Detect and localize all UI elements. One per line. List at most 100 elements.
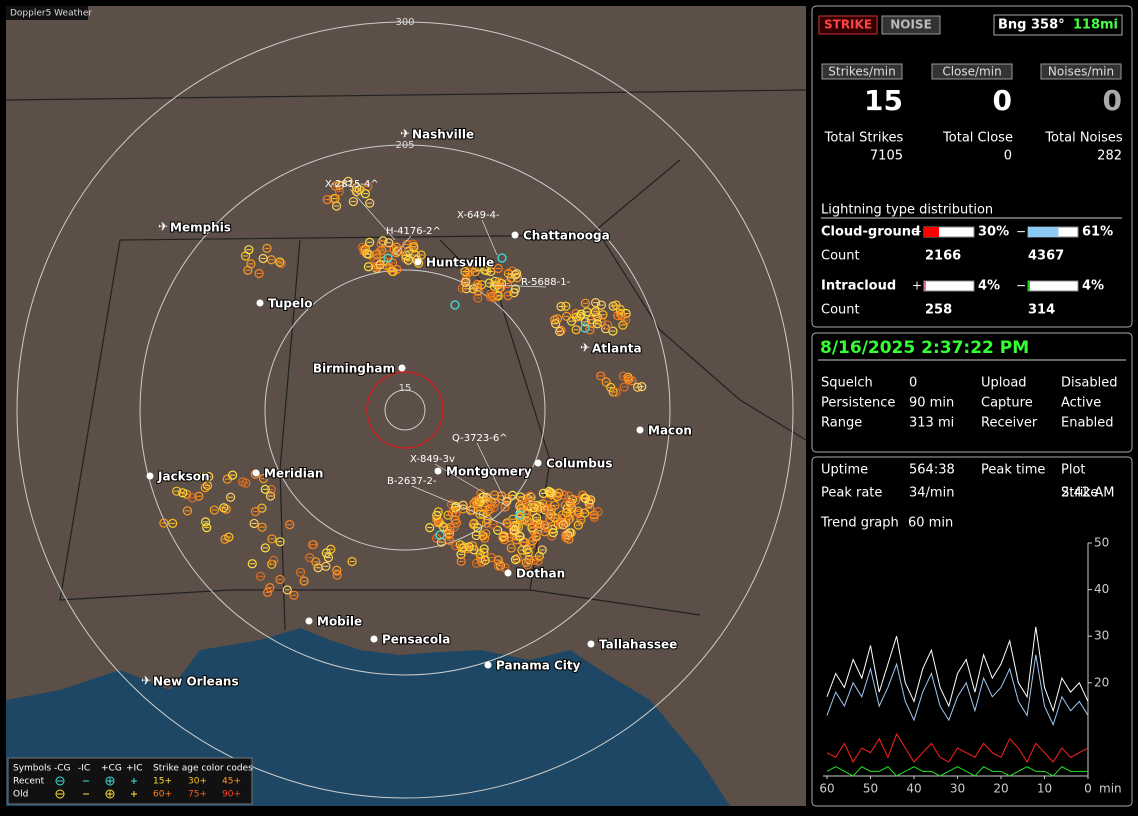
airport-icon: ✈	[141, 674, 151, 688]
strike	[401, 250, 411, 261]
legend-age: 75+	[188, 790, 207, 800]
strike	[178, 488, 188, 498]
strike	[168, 518, 178, 528]
strike	[478, 531, 488, 541]
strike	[194, 491, 204, 501]
strike	[357, 242, 368, 252]
legend-age: 15+	[153, 777, 172, 787]
panel-strike	[811, 5, 1133, 328]
strike	[494, 561, 504, 571]
strike	[391, 248, 402, 258]
city-label: Memphis	[170, 221, 231, 235]
storm-cell-label: R-5688-1-	[521, 277, 571, 288]
strike	[556, 301, 566, 312]
airport-icon: ✈	[400, 127, 410, 141]
strike	[548, 528, 558, 538]
strike	[555, 326, 565, 337]
strike	[473, 262, 483, 272]
strike	[545, 511, 555, 521]
strike	[458, 500, 468, 510]
strike	[444, 535, 454, 545]
strike	[551, 319, 561, 329]
legend-symbol	[105, 776, 115, 786]
city-dot	[587, 640, 595, 648]
strike	[275, 537, 285, 547]
strike	[523, 547, 533, 558]
strike	[221, 504, 231, 514]
legend-symbol	[55, 776, 65, 786]
strike	[209, 505, 219, 515]
city-label: Mobile	[317, 615, 362, 629]
x-tick-label: 30	[950, 782, 965, 796]
strike-button[interactable]	[818, 15, 878, 35]
strike	[596, 371, 606, 381]
strike	[589, 512, 599, 523]
cell-leader	[481, 219, 498, 256]
city-dot	[636, 426, 644, 434]
strike	[534, 551, 545, 561]
strike-recent	[515, 510, 525, 520]
legend-old: Old	[13, 790, 28, 800]
strike	[409, 242, 419, 252]
x-tick-label: 10	[1037, 782, 1052, 796]
x-tick-label: 0	[1084, 782, 1092, 796]
strike	[254, 268, 264, 279]
strike	[510, 554, 521, 565]
y-tick-label: 40	[1094, 582, 1109, 596]
strike	[321, 548, 331, 558]
pct-label: 30%	[978, 225, 1009, 240]
strike	[375, 246, 385, 257]
strike	[601, 377, 611, 387]
trend-line	[826, 626, 1089, 713]
strike	[611, 300, 621, 310]
strike	[159, 518, 169, 528]
sign: −	[1016, 279, 1026, 293]
strike	[482, 266, 492, 276]
strike	[449, 522, 459, 532]
count-value: 2166	[925, 249, 961, 264]
strike-symbols	[159, 176, 647, 600]
trend-line	[826, 654, 1089, 727]
strike	[250, 507, 261, 517]
strike	[182, 506, 193, 516]
strike	[334, 180, 345, 191]
pct-label: 4%	[978, 279, 1000, 294]
pct-bar	[1028, 227, 1059, 237]
storm-cell-label: X-2815-4^	[325, 179, 379, 190]
strike	[516, 503, 526, 513]
strike-recent	[383, 253, 393, 263]
strike	[522, 560, 533, 570]
strike	[258, 253, 268, 264]
strike	[558, 520, 568, 530]
strike	[383, 250, 393, 260]
noise-button[interactable]	[881, 15, 941, 35]
strike	[265, 583, 275, 593]
trend-value: 60 min	[908, 516, 953, 531]
strike	[410, 250, 421, 260]
strike	[532, 513, 542, 523]
strike	[360, 244, 371, 254]
storm-cell-label: X-849-3v	[410, 454, 455, 465]
strike	[247, 559, 257, 569]
strike-recent	[497, 253, 507, 263]
strike	[598, 310, 608, 320]
title-box	[6, 6, 88, 20]
strike	[470, 267, 480, 277]
x-tick-label: 20	[993, 782, 1008, 796]
strike	[260, 543, 270, 553]
strike	[276, 258, 286, 269]
sign: +	[912, 225, 922, 239]
strike	[473, 523, 483, 533]
legend-type: -IC	[78, 764, 90, 774]
strike	[503, 519, 513, 529]
strike	[475, 497, 485, 507]
strike	[244, 245, 254, 255]
strike	[187, 493, 198, 503]
city-dot	[414, 258, 422, 266]
strike	[473, 293, 483, 303]
rate-label: Noises/min	[1048, 65, 1114, 79]
strike	[365, 198, 375, 208]
count-label: Count	[821, 249, 860, 264]
strike	[444, 530, 454, 540]
strike	[524, 554, 534, 565]
